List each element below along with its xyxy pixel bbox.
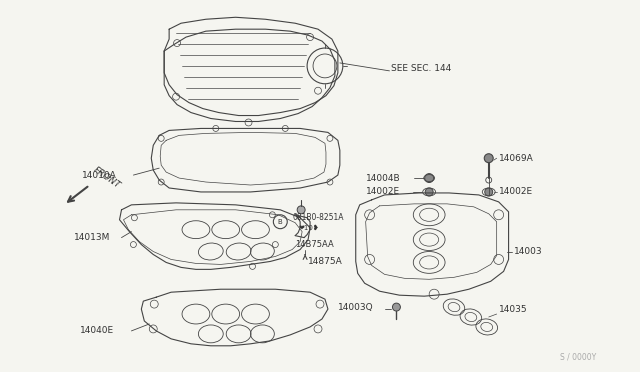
Circle shape [392,303,401,311]
Text: 14013M: 14013M [74,233,110,242]
Text: 14003Q: 14003Q [338,302,374,312]
Text: 14002E: 14002E [499,187,532,196]
Text: 14003: 14003 [513,247,542,256]
Text: 14002E: 14002E [365,187,400,196]
Text: 081B0-8251A: 081B0-8251A [292,213,344,222]
Text: 14069A: 14069A [499,154,533,163]
Text: FRONT: FRONT [92,166,122,190]
Text: 14040E: 14040E [80,326,114,336]
Text: B: B [277,219,282,225]
Text: 14875A: 14875A [308,257,343,266]
Text: S / 0000Y: S / 0000Y [560,352,596,361]
Text: 14004B: 14004B [365,174,400,183]
Text: 14B75AA: 14B75AA [295,240,334,249]
Text: SEE SEC. 144: SEE SEC. 144 [392,64,452,73]
Circle shape [484,188,493,196]
Circle shape [484,154,493,163]
Text: ❤10❥: ❤10❥ [298,225,319,231]
Circle shape [297,206,305,214]
Text: 14010A: 14010A [82,171,116,180]
Text: 14035: 14035 [499,305,527,314]
Circle shape [425,174,434,183]
Circle shape [425,188,433,196]
